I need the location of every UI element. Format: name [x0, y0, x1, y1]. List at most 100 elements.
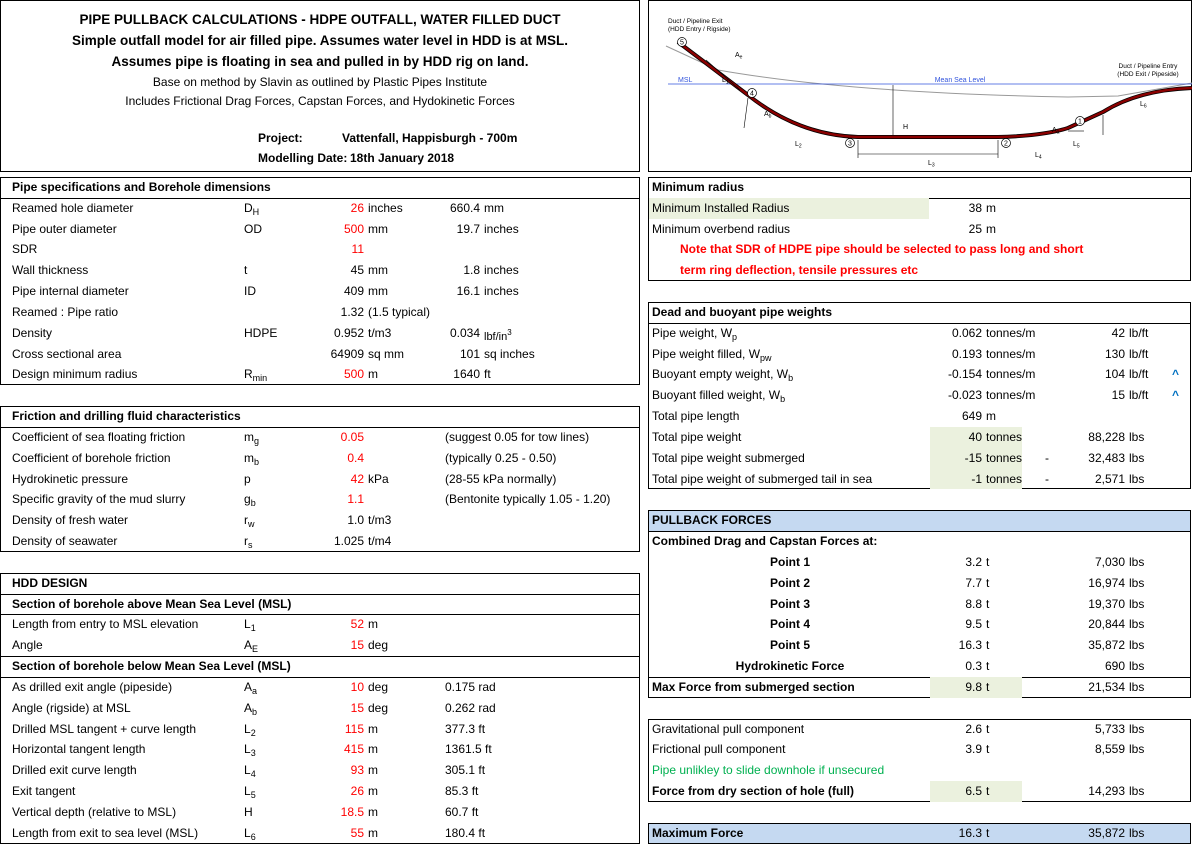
note: term ring deflection, tensile pressures … [680, 263, 919, 278]
cell-fill [649, 197, 929, 219]
value: 500 [343, 221, 364, 236]
value: 6.5 [965, 784, 982, 799]
unit: lbs [1129, 679, 1145, 694]
value: 415 [343, 742, 364, 757]
section-box [648, 718, 1191, 802]
symbol-sub: 3 [932, 163, 935, 169]
subscript: b [250, 498, 256, 509]
point-number: 5 [680, 40, 684, 47]
note: 60.7 ft [445, 804, 479, 819]
unit: lbs [1129, 784, 1145, 799]
row-label: Density of seawater [12, 534, 118, 549]
value: 9.8 [965, 679, 982, 694]
value: 0.05 [340, 429, 364, 444]
row-label: Minimum overbend radius [652, 221, 791, 236]
cell-fill [930, 468, 1022, 490]
note: 305.1 ft [445, 763, 486, 778]
symbol-main: A [1052, 127, 1057, 134]
subscript: b [788, 373, 794, 384]
subscript: g [254, 435, 260, 446]
symbol: AE [244, 638, 259, 655]
value: 0.193 [951, 346, 982, 361]
value: 18.5 [340, 804, 364, 819]
row-label: Angle (rigside) at MSL [12, 700, 131, 715]
unit: lb/ft [1129, 325, 1149, 340]
value: -0.154 [947, 367, 982, 382]
value: 0.034 [449, 325, 480, 340]
row-label: Vertical depth (relative to MSL) [12, 804, 177, 819]
value: 93 [350, 763, 364, 778]
value: 11 [351, 242, 364, 257]
unit: t [986, 679, 990, 694]
unit: ft [484, 367, 491, 382]
symbol-label: L6 [1140, 101, 1147, 110]
unit: m [368, 367, 378, 382]
value: 690 [1104, 659, 1125, 674]
value: 104 [1104, 367, 1125, 382]
value: -1 [971, 471, 982, 486]
point-circle [677, 37, 687, 47]
value: 19.7 [456, 221, 480, 236]
exit-label: (HDD Entry / Rigside) [668, 26, 730, 33]
header-line: PIPE PULLBACK CALCULATIONS - HDPE OUTFAL… [79, 11, 561, 27]
row-label: Pipe outer diameter [12, 221, 117, 236]
row-label: Total pipe weight [652, 429, 742, 444]
seabed [665, 45, 1192, 98]
row-border [0, 676, 640, 678]
row-label: Total pipe weight of submerged tail in s… [652, 471, 873, 486]
unit: m [368, 742, 378, 757]
value: 25 [968, 221, 982, 236]
unit: m [986, 200, 996, 215]
value: 115 [344, 721, 364, 736]
row-label: Buoyant filled weight, Wb [652, 388, 786, 405]
unit: t [986, 784, 990, 799]
symbol-main: L [722, 77, 726, 84]
unit: m [368, 763, 378, 778]
unit: mm [368, 221, 388, 236]
unit: t [986, 554, 990, 569]
value: 409 [343, 284, 364, 299]
value: 35,872 [1088, 638, 1125, 653]
section-box [0, 0, 640, 172]
value: 32,483 [1088, 450, 1125, 465]
value: 64909 [330, 346, 364, 361]
msl-label: MSL [678, 77, 693, 84]
row-label: Horizontal tangent length [12, 742, 146, 757]
unit: tonnes [986, 450, 1023, 465]
row-label: Total pipe length [652, 409, 740, 424]
section-title: Minimum radius [652, 180, 745, 194]
unit: lbs [1129, 450, 1145, 465]
value: 42 [350, 471, 364, 486]
value: 130 [1104, 346, 1125, 361]
unit: deg [368, 638, 389, 653]
value: 2,571 [1094, 471, 1125, 486]
row-label: Force from dry section of hole (full) [652, 784, 855, 799]
note: 1361.5 ft [445, 742, 492, 757]
unit: inches [484, 284, 519, 299]
unit: t/m3 [368, 325, 392, 340]
value: 1640 [453, 367, 480, 382]
unit: inches [484, 221, 519, 236]
row-label: Point 1 [769, 554, 811, 569]
unit: lbs [1129, 638, 1145, 653]
symbol: mg [244, 429, 260, 446]
value: 660.4 [449, 200, 480, 215]
superscript: 3 [507, 327, 512, 337]
outfall-diagram: Duct / Pipeline Exit(HDD Entry / Rigside… [648, 0, 1192, 172]
row-label: Max Force from submerged section [652, 679, 855, 694]
row-label: Drilled MSL tangent + curve length [12, 721, 196, 736]
note: (Bentonite typically 1.05 - 1.20) [445, 492, 611, 507]
subscript: b [780, 394, 786, 405]
subscript: H [252, 206, 260, 217]
unit: t [986, 617, 990, 632]
symbol-main: A [735, 52, 740, 59]
symbol: L4 [244, 763, 256, 780]
subsection-title: Section of borehole below Mean Sea Level… [12, 659, 291, 674]
row-label: Length from entry to MSL elevation [12, 617, 199, 632]
value: 8.8 [965, 596, 982, 611]
symbol-label: Aa [1052, 127, 1060, 136]
unit: tonnes/m [986, 325, 1036, 340]
unit: sq inches [484, 346, 535, 361]
section-box [648, 510, 1191, 698]
subscript: a [252, 685, 258, 696]
